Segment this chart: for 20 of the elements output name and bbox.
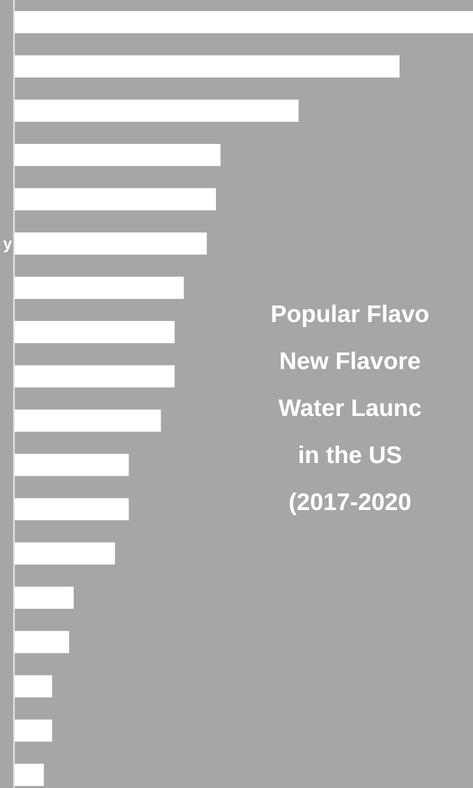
text: Popular Flavo New Flavore Water Launc in the US (2017-2020 bbox=[270, 301, 430, 516]
bar bbox=[14, 321, 175, 344]
bar bbox=[14, 365, 175, 388]
bar bbox=[14, 630, 70, 654]
bar bbox=[14, 675, 52, 698]
bar bbox=[14, 55, 400, 78]
y-tick-label: y bbox=[3, 236, 12, 254]
bar bbox=[14, 720, 52, 742]
bar bbox=[14, 586, 74, 609]
bar bbox=[14, 764, 44, 786]
bar bbox=[14, 11, 473, 34]
bar bbox=[14, 498, 129, 520]
bar bbox=[14, 410, 161, 432]
bar bbox=[14, 454, 129, 476]
bar bbox=[14, 276, 184, 299]
bar bbox=[14, 100, 299, 122]
bar bbox=[14, 188, 216, 210]
bar bbox=[14, 144, 221, 166]
bar bbox=[14, 232, 207, 255]
bar bbox=[14, 542, 115, 565]
